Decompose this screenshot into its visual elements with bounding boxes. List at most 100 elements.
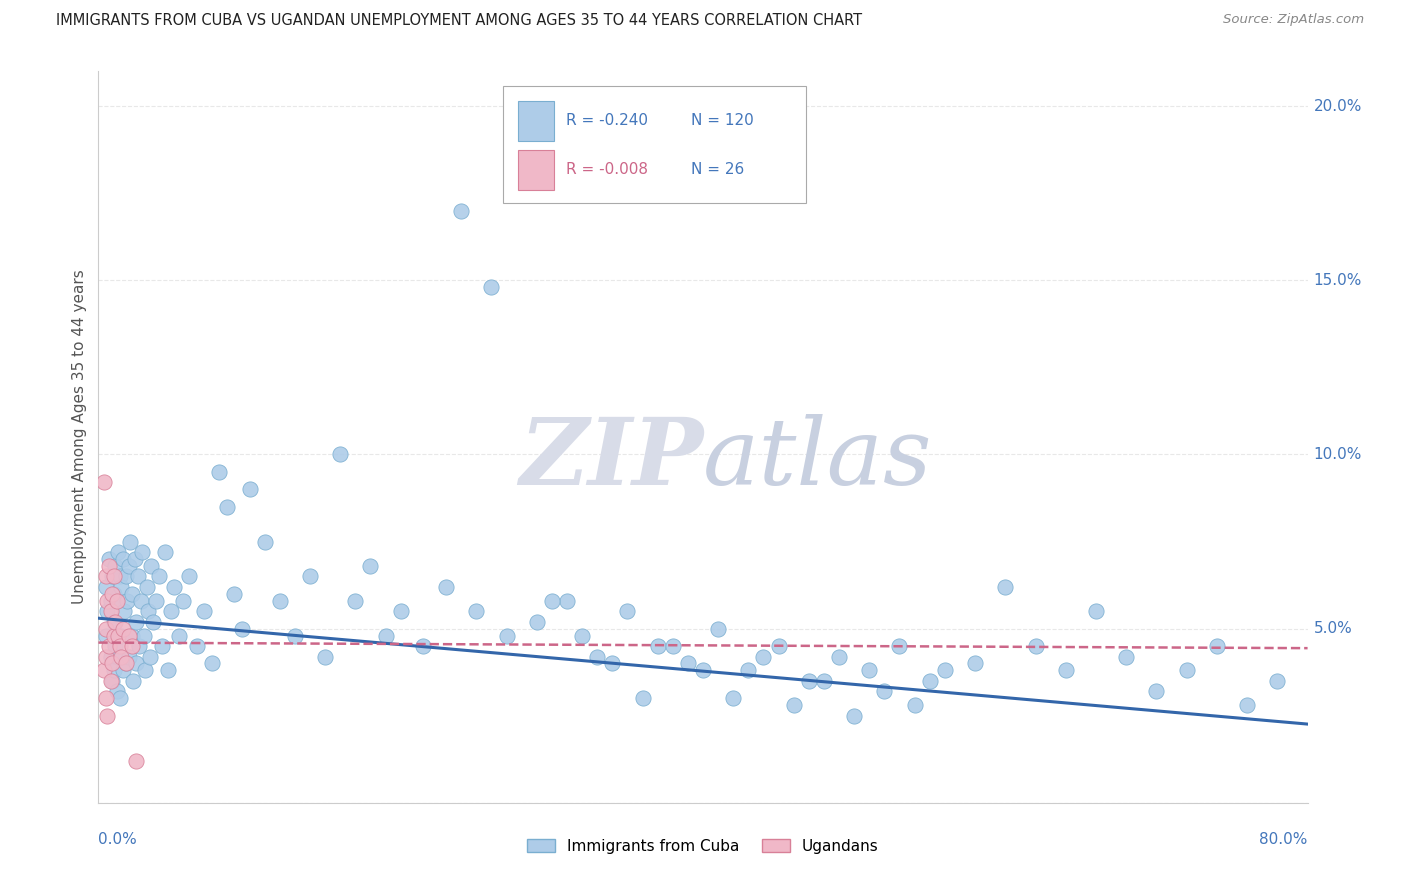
Text: N = 120: N = 120	[690, 113, 754, 128]
Point	[153, 545, 176, 559]
Point	[101, 587, 124, 601]
Point	[111, 622, 134, 636]
Point	[98, 558, 121, 573]
Point	[616, 604, 638, 618]
Point	[108, 691, 131, 706]
Point	[98, 552, 121, 566]
Point	[115, 594, 138, 608]
Point	[110, 629, 132, 643]
Point	[103, 615, 125, 629]
Point	[752, 649, 775, 664]
Point	[676, 657, 699, 671]
Point	[167, 629, 190, 643]
Point	[160, 604, 183, 618]
Point	[858, 664, 880, 678]
Text: IMMIGRANTS FROM CUBA VS UGANDAN UNEMPLOYMENT AMONG AGES 35 TO 44 YEARS CORRELATI: IMMIGRANTS FROM CUBA VS UGANDAN UNEMPLOY…	[56, 13, 862, 29]
Point	[94, 622, 117, 636]
Point	[1206, 639, 1229, 653]
FancyBboxPatch shape	[503, 86, 806, 203]
Text: 20.0%: 20.0%	[1313, 99, 1362, 113]
Point	[465, 604, 488, 618]
Point	[114, 569, 136, 583]
Point	[94, 691, 117, 706]
Point	[934, 664, 956, 678]
Point	[186, 639, 208, 653]
Point	[108, 569, 131, 583]
Text: 15.0%: 15.0%	[1313, 273, 1362, 288]
Point	[163, 580, 186, 594]
Point	[965, 657, 987, 671]
Bar	[517, 101, 554, 141]
Point	[723, 691, 745, 706]
Point	[1144, 684, 1167, 698]
Point	[526, 615, 548, 629]
Point	[661, 639, 683, 653]
Y-axis label: Unemployment Among Ages 35 to 44 years: Unemployment Among Ages 35 to 44 years	[72, 269, 87, 605]
Point	[118, 558, 141, 573]
Point	[434, 580, 457, 594]
Point	[103, 587, 125, 601]
Point	[127, 569, 149, 583]
Point	[412, 639, 434, 653]
Point	[131, 545, 153, 559]
Point	[1085, 604, 1108, 618]
Point	[105, 594, 128, 608]
Point	[495, 629, 517, 643]
Point	[540, 594, 562, 608]
Point	[129, 594, 152, 608]
Point	[125, 657, 148, 671]
Text: R = -0.240: R = -0.240	[567, 113, 648, 128]
Point	[114, 657, 136, 671]
Text: 10.0%: 10.0%	[1313, 447, 1362, 462]
Point	[108, 639, 131, 653]
Point	[101, 673, 124, 688]
Point	[889, 639, 911, 653]
Point	[768, 639, 790, 653]
Point	[179, 569, 201, 583]
Point	[142, 615, 165, 629]
Point	[571, 629, 593, 643]
Text: Source: ZipAtlas.com: Source: ZipAtlas.com	[1223, 13, 1364, 27]
Point	[450, 203, 472, 218]
Point	[329, 448, 352, 462]
Point	[148, 569, 170, 583]
Point	[105, 594, 128, 608]
Text: N = 26: N = 26	[690, 161, 744, 177]
Point	[101, 657, 124, 671]
Point	[145, 594, 167, 608]
Point	[94, 629, 117, 643]
Point	[124, 552, 146, 566]
Text: ZIP: ZIP	[519, 414, 703, 504]
Point	[107, 545, 129, 559]
Point	[94, 649, 117, 664]
Point	[118, 649, 141, 664]
Point	[107, 629, 129, 643]
Point	[103, 569, 125, 583]
Text: 0.0%: 0.0%	[98, 832, 138, 847]
Point	[128, 639, 150, 653]
Point	[1175, 664, 1198, 678]
Point	[96, 604, 118, 618]
Point	[360, 558, 382, 573]
Point	[692, 664, 714, 678]
Point	[783, 698, 806, 713]
Point	[93, 664, 115, 678]
Point	[111, 664, 134, 678]
Point	[602, 657, 624, 671]
Point	[253, 534, 276, 549]
Text: atlas: atlas	[703, 414, 932, 504]
Point	[100, 649, 122, 664]
Point	[104, 558, 127, 573]
Bar	[517, 150, 554, 190]
Point	[813, 673, 835, 688]
Point	[103, 629, 125, 643]
Point	[122, 673, 145, 688]
Point	[1115, 649, 1137, 664]
Text: 5.0%: 5.0%	[1313, 621, 1353, 636]
Point	[314, 649, 336, 664]
Point	[125, 615, 148, 629]
Point	[631, 691, 654, 706]
Point	[112, 604, 135, 618]
Legend: Immigrants from Cuba, Ugandans: Immigrants from Cuba, Ugandans	[527, 838, 879, 854]
Text: R = -0.008: R = -0.008	[567, 161, 648, 177]
